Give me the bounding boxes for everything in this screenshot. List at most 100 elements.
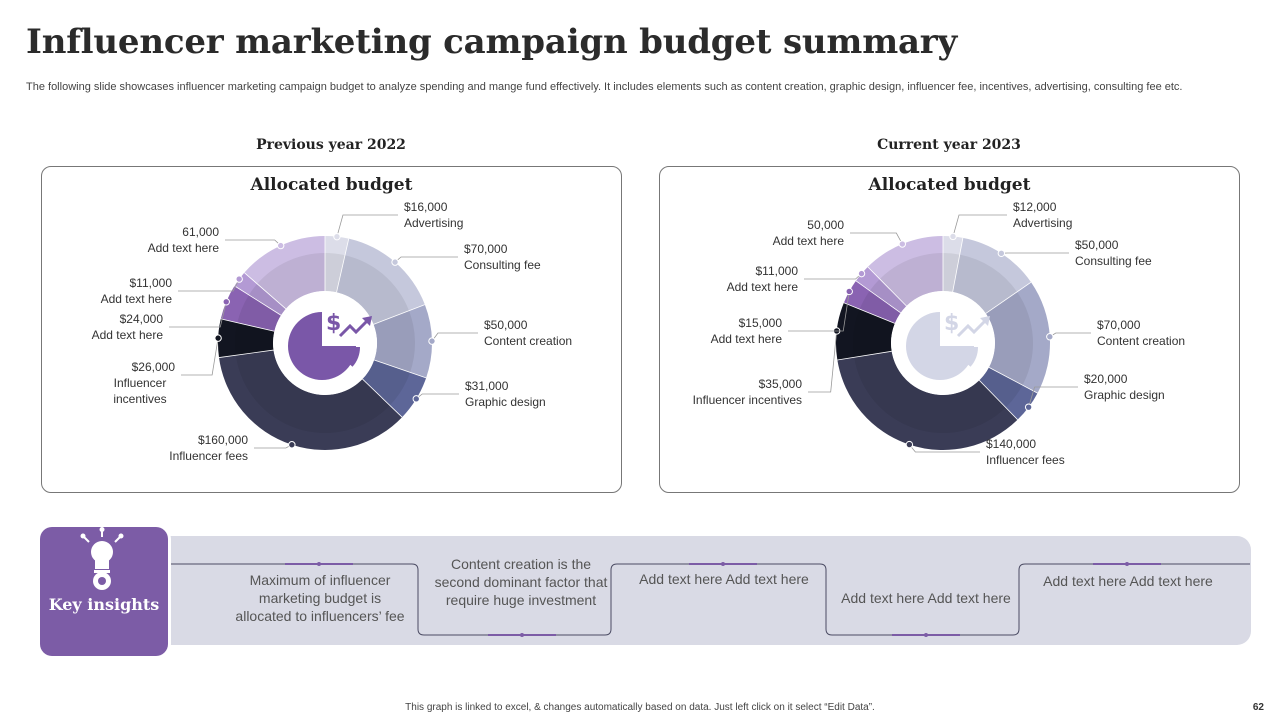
leader-line [808,330,838,393]
page-title: Influencer marketing campaign budget sum… [26,22,958,62]
data-label-name: Graphic design [1084,388,1165,402]
leader-dot [845,287,853,296]
data-label-value: $11,000 [755,264,799,278]
donut-slice-influencer-incentives[interactable] [836,302,895,361]
data-label-name: Add text here [726,280,798,294]
slice-separator [988,366,1038,394]
leader-line [181,338,219,376]
donut-slice-inner[interactable] [373,310,415,373]
data-label: $20,000 Graphic design [1084,371,1165,403]
donut-slice-inner[interactable] [943,253,960,292]
key-insights-title: Key insights [48,595,160,614]
budget-pie-icon: $ [288,309,372,380]
leader-dot [1046,333,1054,341]
donut-chart-2022[interactable]: $ [42,167,621,492]
donut-slice-influencer-incentives[interactable] [218,318,275,358]
donut-slice-advertising[interactable] [325,236,349,293]
data-label-name: Add text here [147,241,219,255]
donut-slice-add-text-here[interactable] [220,285,282,332]
data-label-value: $70,000 [464,242,508,256]
slice-separator [373,304,426,325]
data-label-value: $24,000 [119,312,163,326]
data-label-name: Content creation [1097,334,1186,348]
leader-line [952,214,1007,237]
slice-separator [843,302,895,324]
donut-slice-inner[interactable] [853,309,895,358]
leader-line [850,232,903,245]
donut-slice-add-text-here[interactable] [855,266,907,313]
slice-separator [837,350,892,361]
data-label: $15,000 Add text here [711,315,782,347]
donut-slice-graphic-design[interactable] [979,367,1038,420]
donut-slice-inner[interactable] [879,253,943,307]
leader-dot [412,395,420,403]
data-label-value: $70,000 [1097,318,1141,332]
donut-slice-inner[interactable] [854,351,1006,434]
donut-chart-2023[interactable]: $ [660,167,1239,492]
donut-slice-add-text-here[interactable] [234,272,286,316]
donut-slice-inner[interactable] [336,255,409,325]
page-subtitle: The following slide showcases influencer… [26,81,1183,93]
year-heading-2022: Previous year 2022 [256,137,406,153]
donut-slice-inner[interactable] [237,294,282,332]
footer-note: This graph is linked to excel, & changes… [405,702,875,713]
donut-slice-content-creation[interactable] [985,282,1050,394]
donut-slice-inner[interactable] [985,291,1033,386]
leader-dot [235,275,243,283]
donut-slice-influencer-fees[interactable] [218,350,403,450]
slice-separator [336,238,350,293]
leader-dot [214,334,222,342]
donut-slice-advertising[interactable] [943,236,963,292]
donut-slice-graphic-design[interactable] [362,359,427,418]
donut-slice-inner[interactable] [952,254,1018,314]
slice-separator [362,378,403,418]
donut-slice-consulting-fee[interactable] [952,237,1032,314]
insight-text-3: Add text here Add text here [639,571,809,587]
donut-slice-inner[interactable] [235,322,275,356]
donut-slice-add-text-here[interactable] [843,280,901,324]
data-label-value: 61,000 [182,225,219,239]
data-label-name: Graphic design [465,395,546,409]
donut-slice-inner[interactable] [979,367,1023,408]
leader-line [178,278,240,292]
donut-slice-content-creation[interactable] [373,304,432,378]
insight-text-2: Content creation is the second dominant … [434,556,608,608]
data-label-value: $16,000 [404,200,448,214]
donut-slice-inner[interactable] [325,253,345,293]
slice-separator [855,280,901,314]
chart-panel-2023[interactable]: Allocated budget $ $12,000 Advertising $50… [659,166,1240,493]
data-label: $160,000 Influencer fees [169,432,248,464]
data-label-value: $15,000 [738,316,782,330]
data-label: $24,000 Add text here [92,311,163,343]
leader-dot [428,337,436,345]
data-label: $26,000 Influencer incentives [105,359,175,407]
donut-slice-inner[interactable] [257,253,325,309]
data-label: $35,000 Influencer incentives [693,376,802,408]
donut-slice-add-text-here[interactable] [867,236,943,307]
data-label-value: 50,000 [807,218,844,232]
data-label: $31,000 Graphic design [465,378,546,410]
data-label: 61,000 Add text here [148,224,219,256]
donut-slice-inner[interactable] [235,350,390,434]
insight-text-1: Maximum of influencer marketing budget i… [235,572,405,624]
chart-panel-2022[interactable]: Allocated budget $ $16,000 Advertising $70… [41,166,622,493]
donut-slice-inner[interactable] [859,290,901,324]
slice-separator [952,237,964,292]
leader-dot [905,440,914,449]
donut-slice-inner[interactable] [248,283,286,316]
data-label: $50,000 Consulting fee [1075,237,1152,269]
data-label-value: $160,000 [197,433,248,447]
leader-dot [277,241,285,250]
page-number: 62 [1252,702,1264,713]
donut-slice-inner[interactable] [362,359,411,406]
donut-slice-consulting-fee[interactable] [336,238,425,325]
data-label: $11,000 Add text here [727,263,798,295]
donut-slice-add-text-here[interactable] [244,236,325,309]
donut-slice-influencer-fees[interactable] [837,351,1018,451]
data-label: $16,000 Advertising [404,199,463,231]
donut-slice-inner[interactable] [869,278,907,313]
chart-title: Allocated budget [868,175,1031,195]
data-label-value: $50,000 [484,318,528,332]
data-label: $70,000 Content creation [1097,317,1185,349]
